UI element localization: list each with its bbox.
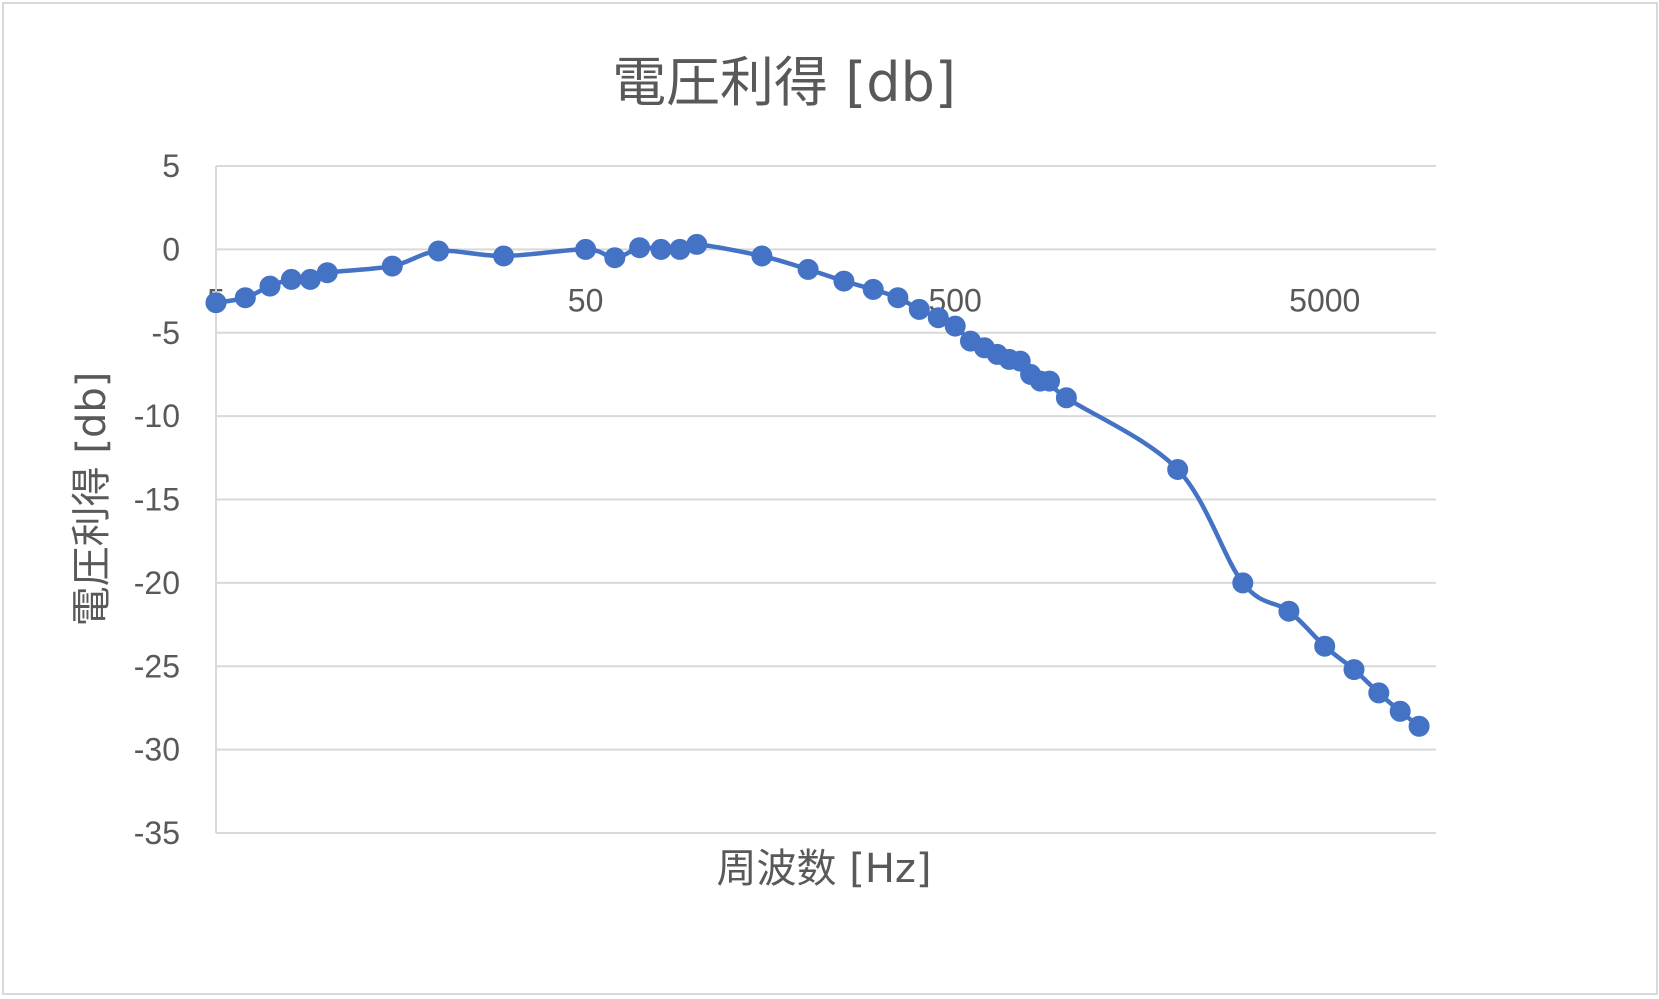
line-chart: 電圧利得 [db] 50-5-10-15-20-25-30-35 5505005…: [69, 51, 1436, 892]
data-point: [887, 287, 909, 309]
data-point: [833, 270, 855, 292]
data-point: [1039, 370, 1060, 392]
data-point: [604, 247, 626, 269]
x-tick-label: 5000: [1289, 282, 1360, 318]
data-point: [1055, 387, 1077, 409]
data-point: [1167, 459, 1189, 480]
data-point: [1408, 715, 1430, 737]
data-point: [927, 307, 949, 329]
y-axis-title: 電圧利得 [db]: [69, 372, 115, 627]
series-line: [213, 242, 1422, 729]
data-point: [1314, 635, 1336, 657]
y-tick-label: -10: [134, 398, 180, 434]
data-point: [944, 315, 966, 337]
y-tick-label: -20: [134, 565, 180, 601]
data-point: [650, 238, 672, 260]
data-point: [575, 238, 597, 260]
data-point: [751, 245, 773, 267]
y-tick-label: 5: [162, 148, 180, 184]
data-point: [1389, 700, 1411, 722]
y-tick-label: -15: [134, 482, 180, 518]
x-tick-label: 50: [568, 282, 604, 318]
data-point: [234, 287, 256, 309]
data-point: [428, 240, 449, 262]
data-point: [908, 298, 930, 320]
y-axis-ticks: 5 0 -5 -10 -15 -20 -25 -30 -35: [134, 148, 180, 851]
data-point: [316, 262, 338, 284]
y-tick-label: 0: [162, 231, 180, 267]
data-markers: [205, 233, 1430, 737]
data-point: [1232, 572, 1254, 594]
gridlines: [216, 165, 1436, 834]
data-point: [205, 292, 227, 314]
data-point: [1368, 682, 1390, 704]
y-tick-label: -5: [152, 315, 180, 351]
data-point: [686, 233, 708, 255]
chart-title: 電圧利得 [db]: [612, 51, 956, 114]
data-point: [381, 255, 403, 277]
data-point: [1343, 659, 1365, 681]
y-tick-label: -25: [134, 648, 180, 684]
data-point: [259, 275, 281, 297]
data-point: [797, 258, 819, 280]
x-axis-title: 周波数 [Hz]: [717, 846, 932, 892]
y-tick-label: -30: [134, 732, 180, 768]
data-point: [629, 237, 651, 259]
y-tick-label: -35: [134, 815, 180, 851]
data-point: [493, 245, 515, 267]
data-point: [280, 268, 302, 290]
data-point: [1278, 600, 1300, 622]
data-point: [862, 278, 884, 300]
